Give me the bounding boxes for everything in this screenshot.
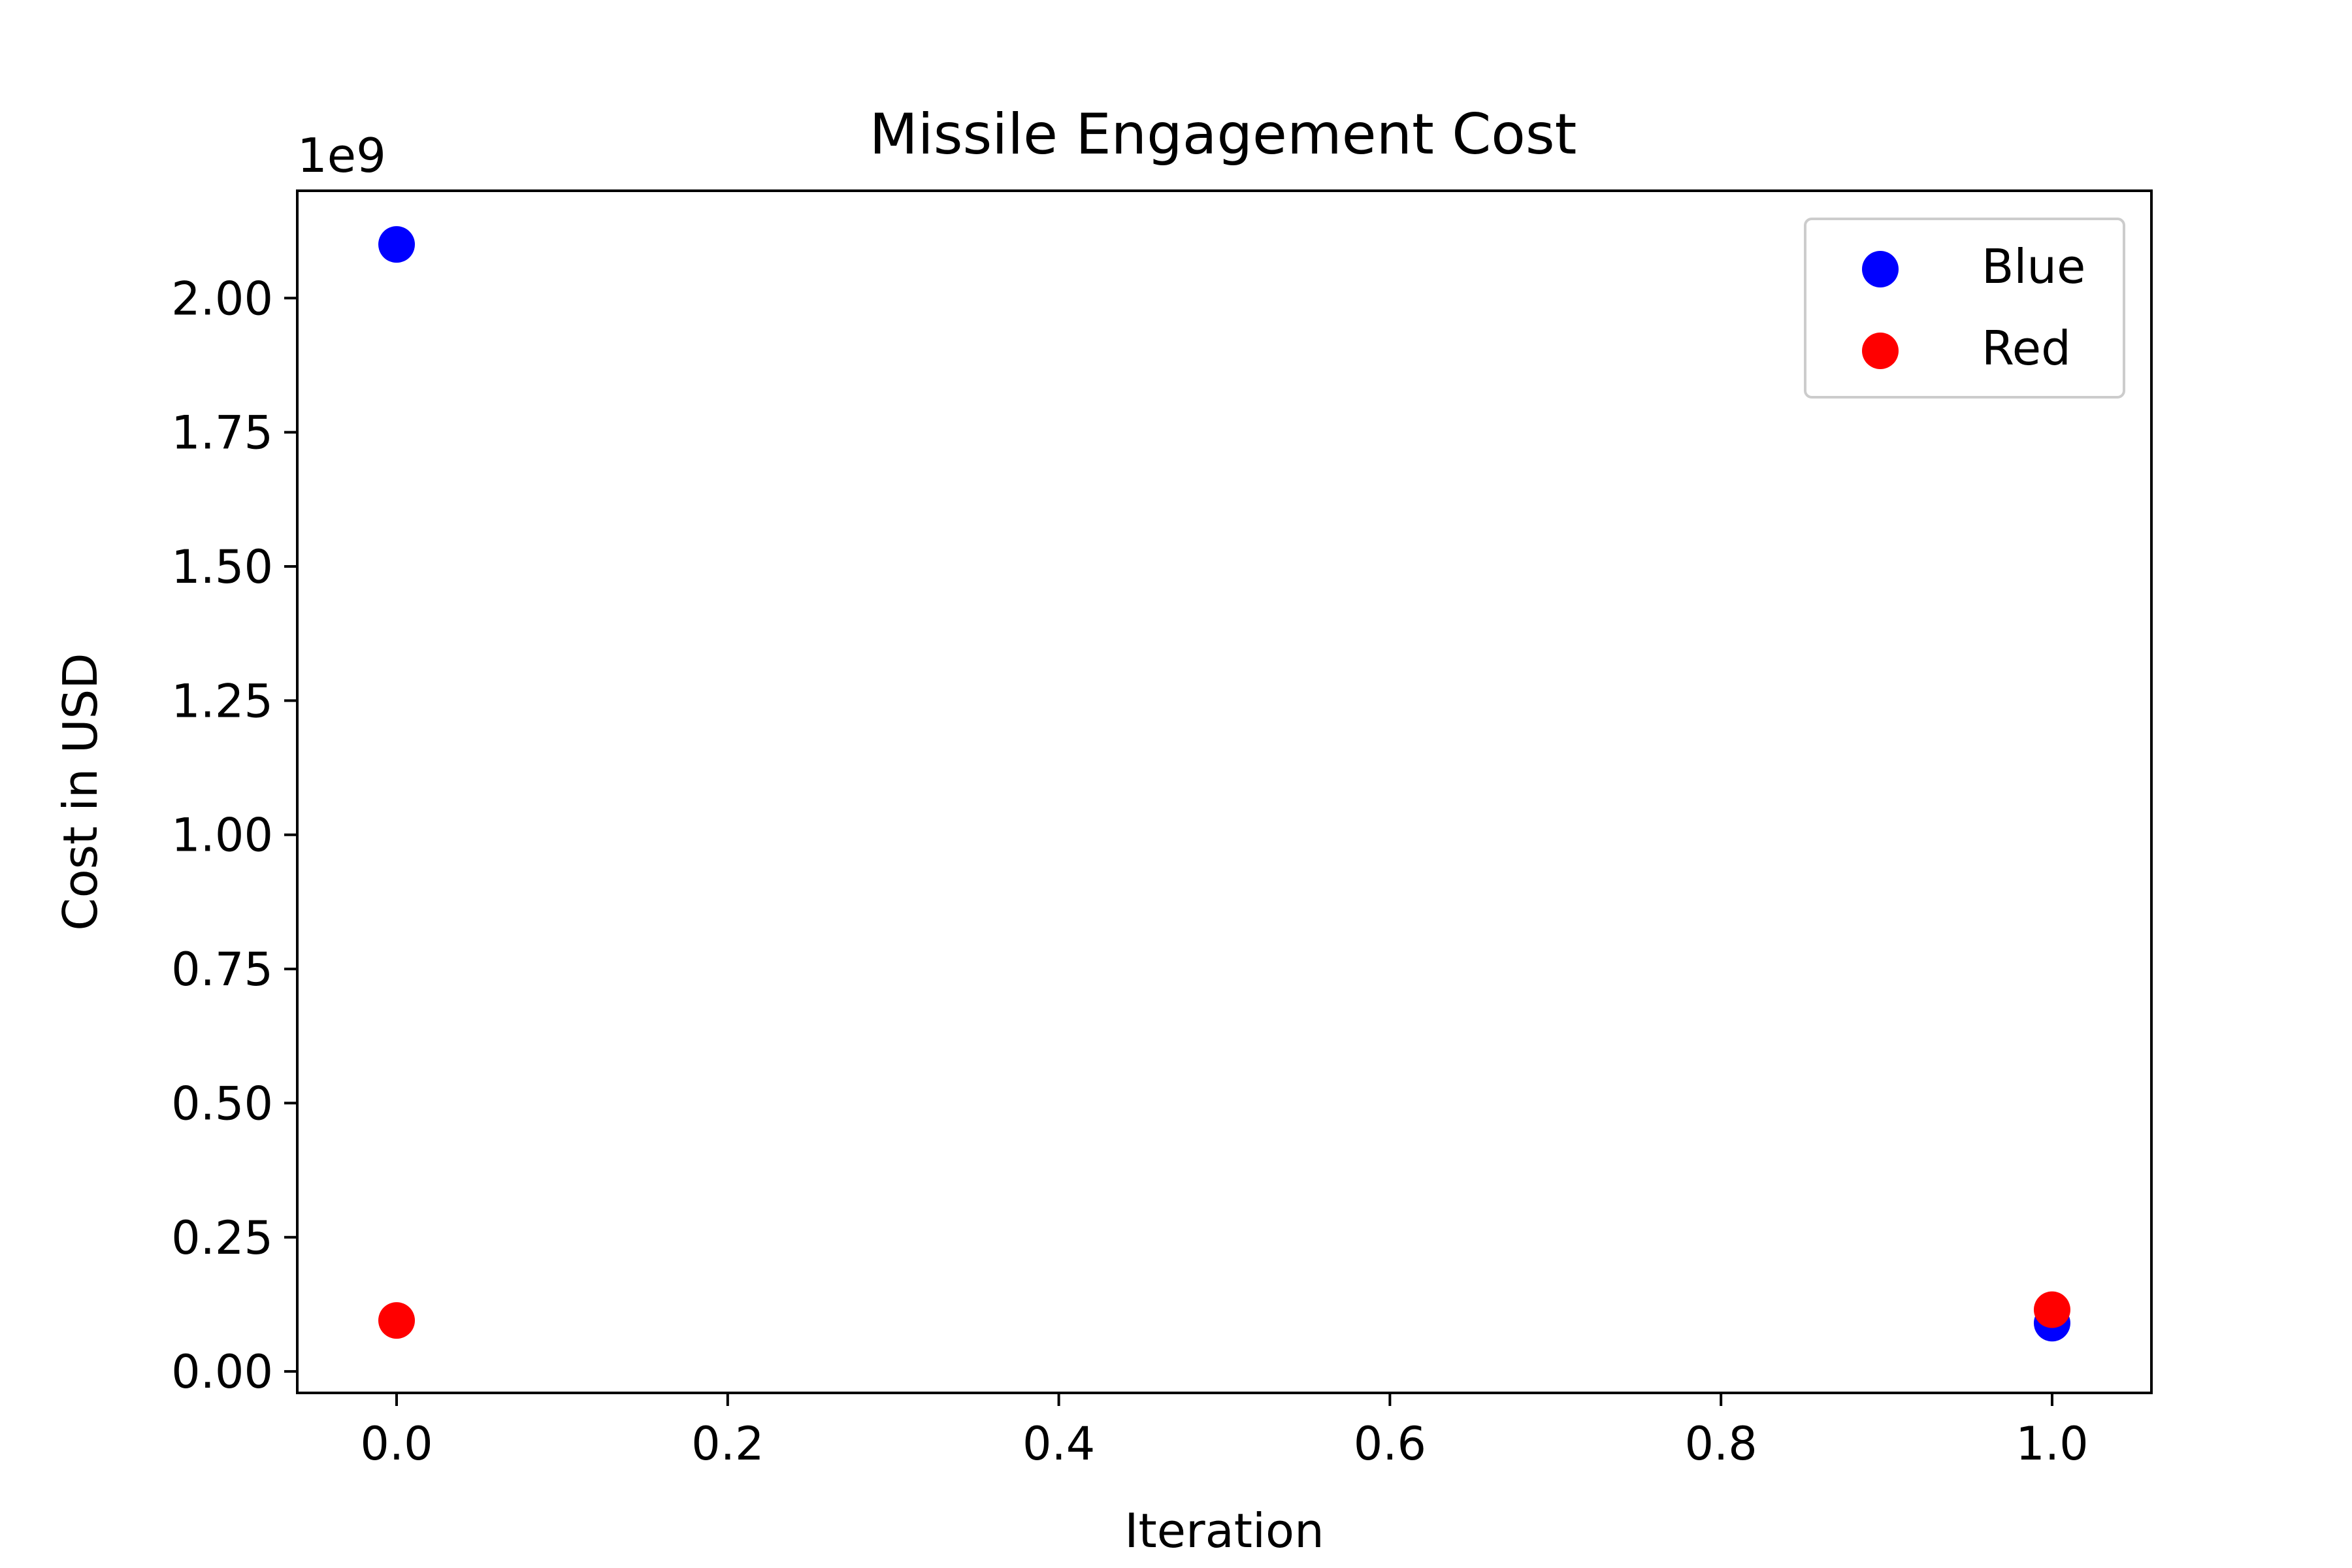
plot-frame: [296, 189, 2153, 1394]
x-tick-label: 0.8: [1685, 1417, 1757, 1471]
y-tick-label: 0.00: [171, 1345, 273, 1399]
y-tick-label: 1.75: [171, 406, 273, 460]
y-tick-label: 0.25: [171, 1211, 273, 1265]
y-axis-multiplier: 1e9: [297, 128, 386, 183]
x-tick-label: 1.0: [2016, 1417, 2088, 1471]
y-tick-label: 0.75: [171, 943, 273, 996]
y-tick-label: 2.00: [171, 272, 273, 325]
legend-label-blue: Blue: [1982, 239, 2085, 294]
y-axis-ticks: 0.00 0.25 0.50 0.75 1.00 1.25 1.50 1.75 2.00: [171, 272, 297, 1399]
data-point-red: [2033, 1291, 2070, 1328]
data-point-blue: [378, 226, 416, 263]
chart-title: Missile Engagement Cost: [870, 102, 1577, 167]
y-tick-label: 1.25: [171, 674, 273, 728]
y-tick-label: 1.00: [171, 809, 273, 862]
x-tick-label: 0.4: [1022, 1417, 1095, 1471]
y-axis-label: Cost in USD: [53, 653, 108, 930]
legend-marker-red: [1862, 333, 1899, 369]
x-axis-label: Iteration: [1124, 1503, 1324, 1558]
x-axis-ticks: 0.0 0.2 0.4 0.6 0.8 1.0: [360, 1393, 2089, 1471]
data-point-red: [378, 1302, 416, 1339]
x-tick-label: 0.2: [691, 1417, 764, 1471]
y-tick-label: 0.50: [171, 1077, 273, 1130]
legend-label-red: Red: [1982, 321, 2071, 376]
y-tick-label: 1.50: [171, 540, 273, 594]
x-tick-label: 0.0: [360, 1417, 433, 1471]
plot-area: [378, 226, 2070, 1342]
legend-marker-blue: [1862, 251, 1899, 287]
x-tick-label: 0.6: [1354, 1417, 1426, 1471]
legend: Blue Red: [1804, 218, 2125, 399]
